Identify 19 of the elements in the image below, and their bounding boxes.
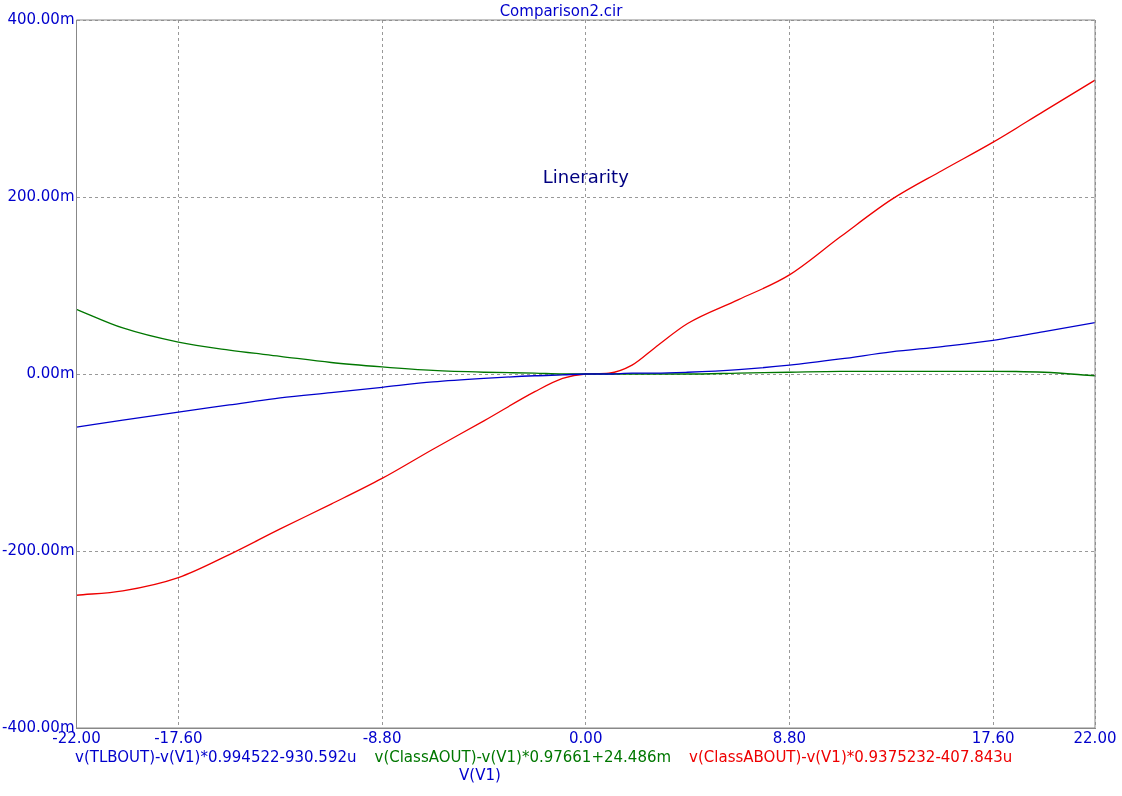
x-axis-title: V(V1) (458, 766, 502, 784)
x-tick-label: 0.00 (569, 728, 603, 747)
y-tick-label: -200.00m (1, 540, 75, 559)
x-tick-label: 8.80 (772, 728, 807, 747)
chart-title: Comparison2.cir (499, 2, 623, 20)
y-tick-label: 200.00m (7, 186, 75, 205)
annotation: Linerarity (542, 165, 630, 187)
x-tick-label: 22.00 (1073, 728, 1117, 747)
x-tick-label: 17.60 (971, 728, 1015, 747)
text: v(TLBOUT)-v(V1)*0.994522-930.592u (75, 748, 357, 766)
x-tick-label: -8.80 (362, 728, 402, 747)
y-tick-label: 400.00m (7, 9, 75, 28)
line-series (76, 79, 1095, 596)
text: v(ClassAOUT)-v(V1)*0.97661+24.486m (374, 748, 672, 766)
line-series (76, 322, 1095, 428)
line-series (76, 308, 1095, 377)
x-tick-label: -17.60 (154, 728, 203, 747)
text: v(ClassABOUT)-v(V1)*0.9375232-407.843u (689, 748, 1013, 766)
y-tick-label: 0.00m (26, 363, 75, 382)
